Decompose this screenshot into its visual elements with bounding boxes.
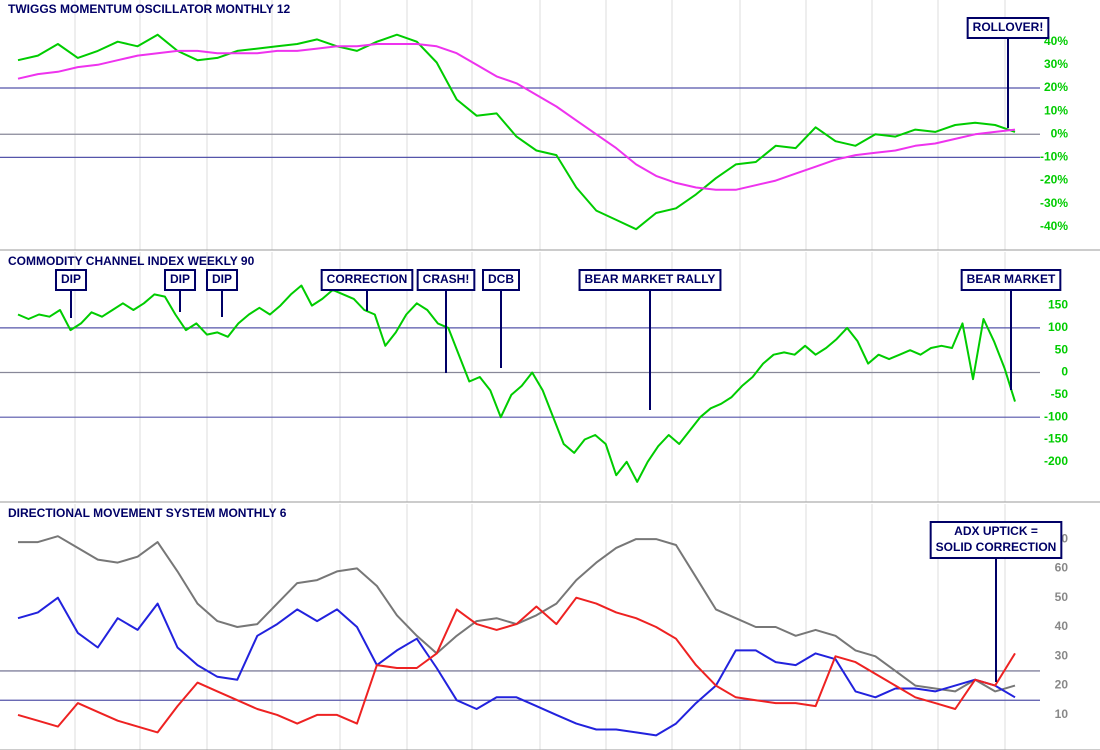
y-tick-label: 10% [1044,103,1068,117]
annotation-label: CRASH! [423,272,470,286]
y-tick-label: -150 [1044,432,1068,446]
y-tick-label: 30% [1044,57,1068,71]
annotation: BEAR MARKET [960,269,1062,390]
y-tick-label: 20 [1055,678,1069,692]
annotation-box [54,269,88,291]
panel-bg [0,0,1100,250]
annotation: BEAR MARKET RALLY [578,269,722,410]
annotation-label: DIP [212,272,232,286]
annotation-box [960,269,1062,291]
annotation-label: BEAR MARKET [967,272,1056,286]
annotation: DCB [482,269,520,368]
series-line [17,596,1016,734]
annotation-box [163,269,197,291]
y-tick-label: 60 [1055,561,1069,575]
series-line [17,43,1016,191]
y-tick-label: 100 [1048,320,1068,334]
y-tick-label: 40 [1055,619,1069,633]
annotation-label: DIP [61,272,81,286]
annotation: ADX UPTICK = SOLID CORRECTION [929,521,1063,682]
annotation: CORRECTION [320,269,414,311]
annotation-label: ROLLOVER! [973,20,1044,34]
annotation-label: CORRECTION [327,272,408,286]
y-tick-label: 150 [1048,298,1068,312]
y-tick-label: 10 [1055,707,1069,721]
annotation: DIP [163,269,197,312]
y-tick-label: 30 [1055,648,1069,662]
annotation-label: ADX UPTICK = [954,524,1038,538]
annotation: ROLLOVER! [966,17,1050,128]
series-line [17,284,1016,483]
y-tick-label: -10% [1040,150,1068,164]
y-tick-label: -20% [1040,173,1068,187]
y-tick-label: -50 [1051,387,1069,401]
annotation: CRASH! [416,269,476,373]
annotation-label: SOLID CORRECTION [936,540,1057,554]
y-tick-label: 0 [1061,365,1068,379]
y-tick-label: -30% [1040,196,1068,210]
annotation-label: DIP [170,272,190,286]
annotation-label: BEAR MARKET RALLY [585,272,716,286]
annotation: DIP [205,269,239,317]
y-tick-label: 50 [1055,342,1069,356]
y-tick-label: -100 [1044,409,1068,423]
panel-title: COMMODITY CHANNEL INDEX WEEKLY 90 [8,254,255,268]
panel-bg [0,252,1100,502]
y-tick-label: 0% [1051,126,1069,140]
y-tick-label: 50 [1055,590,1069,604]
y-tick-label: 40% [1044,34,1068,48]
annotation-box [578,269,722,291]
annotation-box [966,17,1050,39]
annotation-box [929,521,1063,559]
annotation-box [482,269,520,291]
y-tick-label: -200 [1044,454,1068,468]
annotation-label: DCB [488,272,514,286]
annotation-box [205,269,239,291]
y-tick-label: -40% [1040,219,1068,233]
annotation: DIP [54,269,88,318]
series-line [17,33,1016,231]
y-tick-label: 20% [1044,80,1068,94]
annotation-box [416,269,476,291]
series-line [17,596,1016,737]
panel-title: DIRECTIONAL MOVEMENT SYSTEM MONTHLY 6 [8,506,287,520]
panel-bg [0,504,1100,750]
annotation-box [320,269,414,291]
panel-title: TWIGGS MOMENTUM OSCILLATOR MONTHLY 12 [8,2,291,16]
